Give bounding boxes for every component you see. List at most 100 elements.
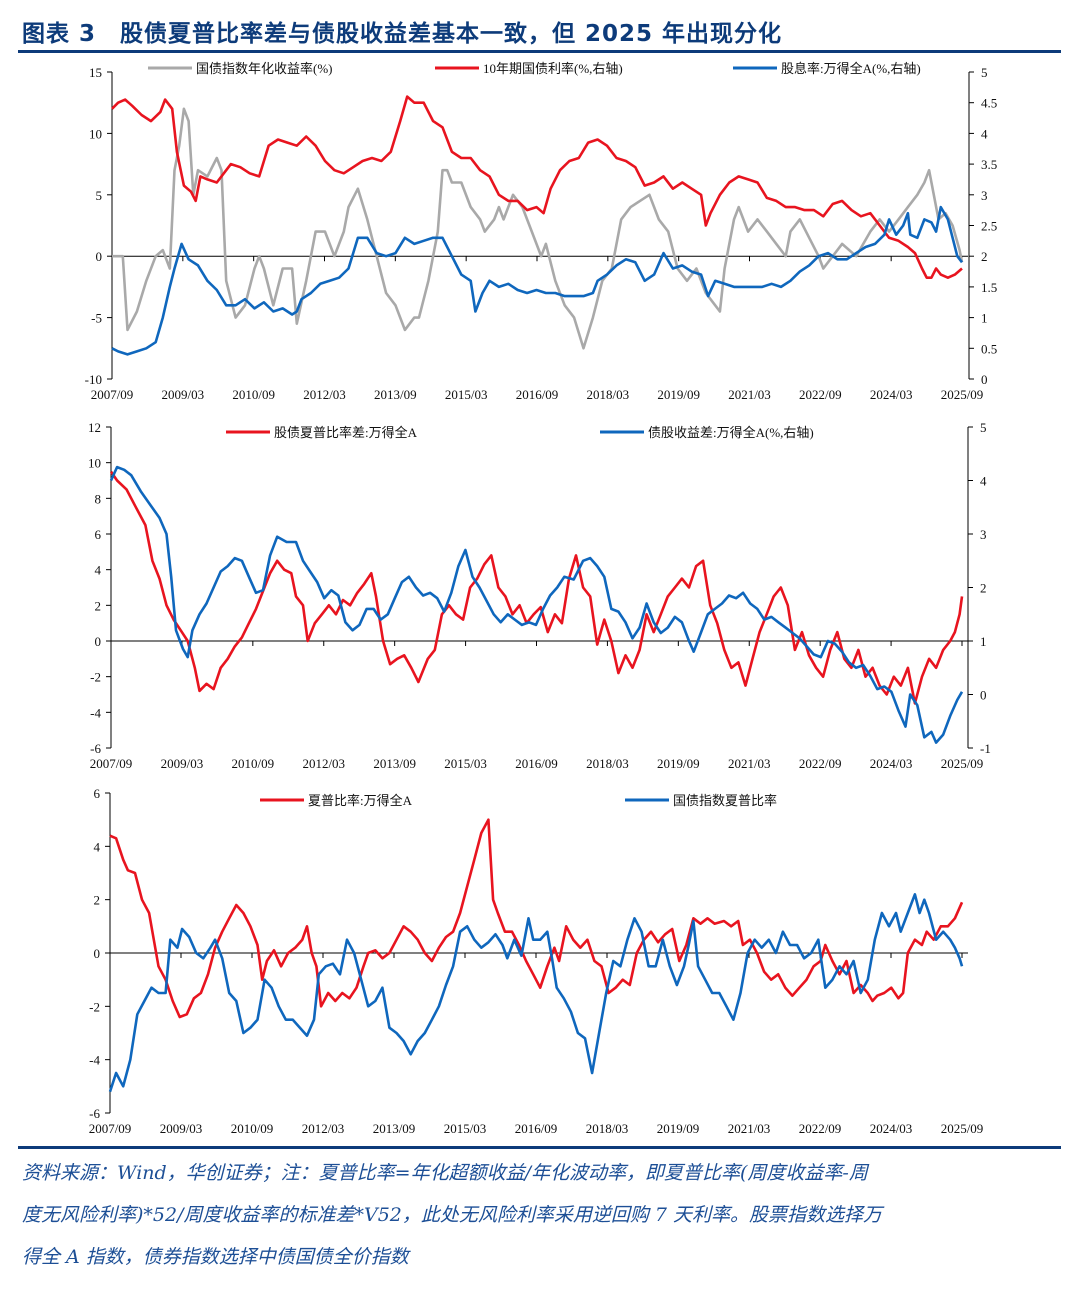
legend-label: 股息率:万得全A(%,右轴) [781,61,921,76]
y-tick-label-left: -4 [89,1053,100,1068]
series-line-red [111,95,963,279]
x-tick-label: 2021/03 [728,387,771,402]
x-tick-label: 2010/09 [232,387,275,402]
y-tick-label-right: 0 [980,688,987,703]
y-tick-label-right: 1.5 [981,280,997,295]
x-tick-label: 2021/03 [728,756,771,771]
x-tick-label: 2025/09 [941,756,984,771]
y-tick-label-left: 12 [88,420,101,435]
y-tick-label-left: -6 [90,741,101,756]
x-tick-label: 2012/03 [303,387,346,402]
series-line-red [109,818,964,1019]
series-line-blue [111,205,964,356]
y-tick-label-left: 4 [95,563,102,578]
y-tick-label-right: 2.5 [981,219,997,234]
source-note-line: 得全 A 指数，债券指数选择中债国债全价指数 [22,1246,409,1268]
x-tick-label: 2012/03 [302,756,345,771]
legend-label: 债股收益差:万得全A(%,右轴) [648,425,814,440]
x-tick-label: 2007/09 [89,1121,132,1136]
x-tick-label: 2024/03 [870,756,913,771]
x-tick-label: 2016/09 [516,387,559,402]
series-line-red [109,470,964,705]
x-tick-label: 2025/09 [941,1121,984,1136]
legend-label: 国债指数夏普比率 [673,793,777,808]
x-tick-label: 2018/03 [586,756,629,771]
legend-label: 股债夏普比率差:万得全A [274,425,418,440]
y-tick-label-right: 3.5 [981,157,997,172]
legend-label: 10年期国债利率(%,右轴) [483,61,623,76]
x-tick-label: 2022/09 [799,387,842,402]
x-tick-label: 2009/03 [161,756,204,771]
x-tick-label: 2009/03 [160,1121,203,1136]
x-tick-label: 2016/09 [515,1121,558,1136]
x-tick-label: 2024/03 [870,1121,913,1136]
y-tick-label-left: -2 [90,670,101,685]
y-tick-label-left: 4 [94,839,101,854]
y-tick-label-left: 0 [95,634,102,649]
chart-yield-rates: 15 10 5 0 -5 -10 5 4.5 4 3.5 3 2.5 2 1.5 1 0.5 0 2007/09 2… [85,61,998,402]
source-note-line: 度无风险利率)*52/周度收益率的标准差*V52，此处无风险利率采用逆回购 7 … [22,1204,883,1226]
legend-label: 国债指数年化收益率(%) [196,61,333,76]
y-tick-label-left: 15 [89,65,102,80]
y-tick-label-left: 5 [96,188,103,203]
y-tick-label-right: 1 [981,311,988,326]
x-tick-label: 2018/03 [586,1121,629,1136]
series-line-gray [112,107,964,350]
x-tick-label: 2019/09 [657,1121,700,1136]
y-tick-label-right: 3 [981,188,988,203]
y-tick-label-right: 4 [980,474,987,489]
y-tick-label-left: 2 [94,893,101,908]
y-tick-label-left: -4 [90,705,101,720]
y-tick-label-right: 1 [980,634,987,649]
source-note: 资料来源：Wind，华创证券；注：夏普比率=年化超额收益/年化波动率，即夏普比率… [22,1152,1067,1278]
y-tick-label-right: 5 [980,420,987,435]
y-tick-label-right: 5 [981,65,988,80]
y-tick-label-left: -5 [91,311,102,326]
y-tick-label-right: 4.5 [981,96,997,111]
y-tick-label-left: 2 [95,598,102,613]
figure-title: 图表 3 股债夏普比率差与债股收益差基本一致，但 2025 年出现分化 [22,21,783,47]
y-tick-label-left: -6 [89,1106,100,1121]
x-tick-label: 2022/09 [799,1121,842,1136]
y-tick-label-left: 0 [94,946,101,961]
x-tick-label: 2018/03 [587,387,630,402]
y-tick-label-left: 0 [96,249,103,264]
y-tick-label-right: -1 [980,741,991,756]
source-note-line: 资料来源：Wind，华创证券；注：夏普比率=年化超额收益/年化波动率，即夏普比率… [22,1162,868,1184]
y-tick-label-right: 2 [981,249,988,264]
y-tick-label-right: 0 [981,372,988,387]
x-tick-label: 2013/09 [373,1121,416,1136]
x-tick-label: 2007/09 [91,387,134,402]
series-line-blue [109,465,964,744]
y-tick-label-right: 2 [980,581,987,596]
x-tick-label: 2015/03 [444,1121,487,1136]
x-tick-label: 2016/09 [515,756,558,771]
y-tick-label-right: 4 [981,126,988,141]
x-tick-label: 2015/03 [444,756,487,771]
x-tick-label: 2022/09 [799,756,842,771]
series-line-blue [108,893,964,1093]
y-tick-label-left: 6 [95,527,102,542]
x-tick-label: 2009/03 [162,387,205,402]
y-tick-label-left: -10 [85,372,102,387]
y-tick-label-left: 10 [88,456,101,471]
x-tick-label: 2012/03 [302,1121,345,1136]
y-tick-label-left: 6 [94,786,101,801]
y-tick-label-left: -2 [89,999,100,1014]
title-divider [18,50,1061,53]
y-tick-label-left: 8 [95,491,102,506]
x-tick-label: 2013/09 [373,756,416,771]
x-tick-label: 2010/09 [232,756,275,771]
x-tick-label: 2019/09 [657,756,700,771]
x-tick-label: 2010/09 [231,1121,274,1136]
x-tick-label: 2013/09 [374,387,417,402]
y-tick-label-right: 3 [980,527,987,542]
x-tick-label: 2025/09 [941,387,984,402]
x-tick-label: 2019/09 [657,387,700,402]
x-tick-label: 2007/09 [90,756,133,771]
y-tick-label-right: 0.5 [981,341,997,356]
x-tick-label: 2021/03 [728,1121,771,1136]
legend-label: 夏普比率:万得全A [308,793,413,808]
